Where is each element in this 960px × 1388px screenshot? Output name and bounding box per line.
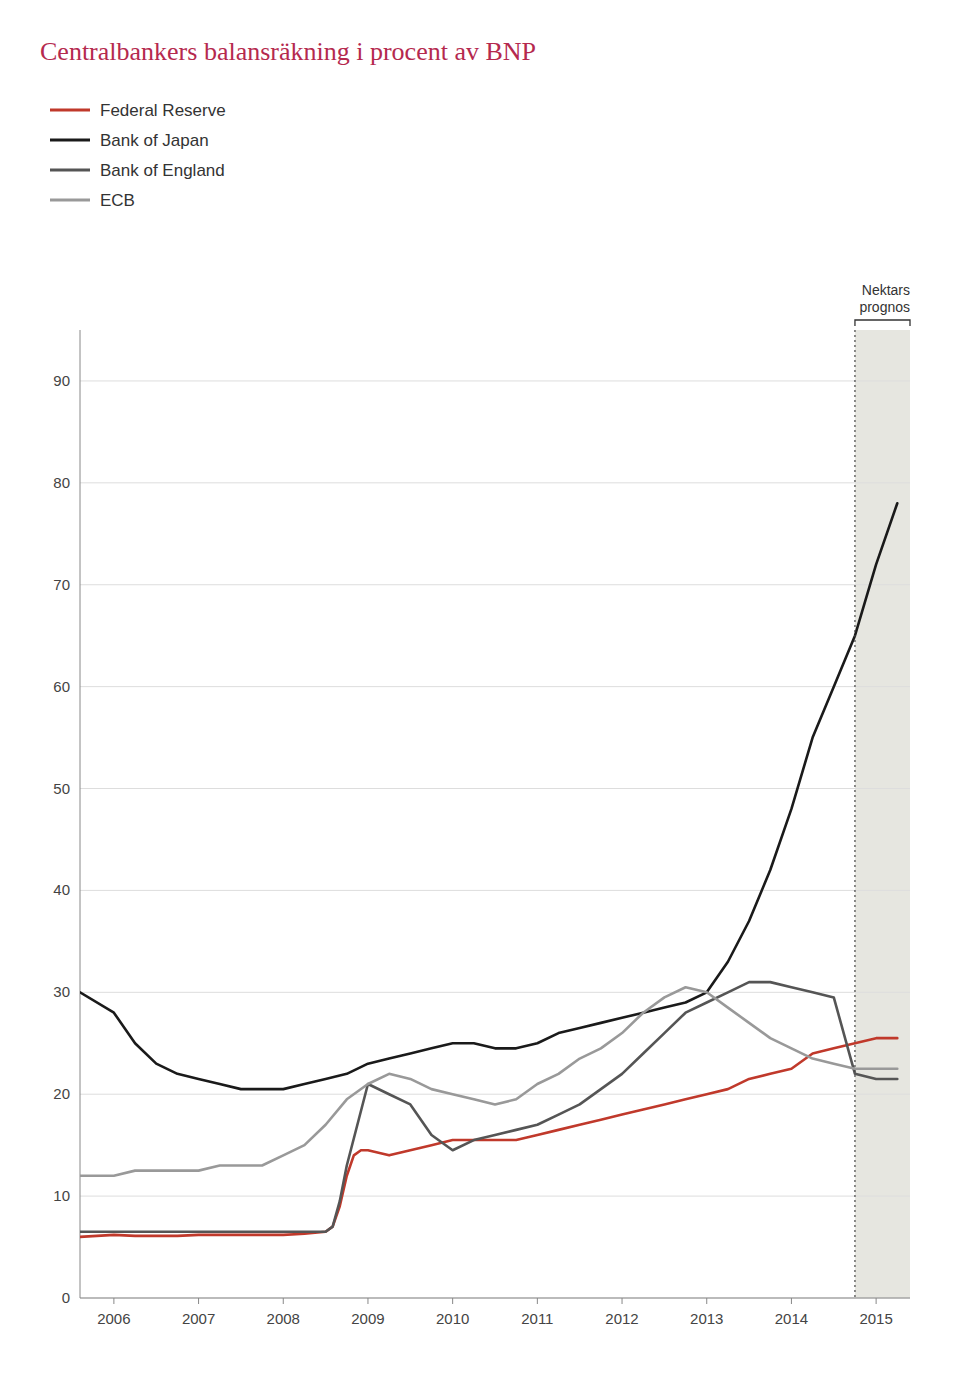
plot-background [80,330,910,1298]
legend-swatch [50,169,90,172]
x-tick-label: 2008 [267,1310,300,1327]
legend-label: Bank of Japan [100,131,209,150]
y-grid-line [80,788,910,789]
x-tick-label: 2014 [775,1310,808,1327]
x-axis-line [80,1298,910,1299]
forecast-bracket [855,320,910,326]
x-tick [622,1298,623,1304]
x-tick [876,1298,877,1304]
legend: Federal Reserve Bank of Japan Bank of Engl… [50,101,226,210]
x-tick [452,1298,453,1304]
legend-label: Bank of England [100,161,225,180]
y-axis: 0 10 20 30 40 50 60 70 80 90 [53,372,910,1306]
x-tick [537,1298,538,1304]
legend-swatch [50,199,90,202]
x-tick-label: 2007 [182,1310,215,1327]
y-tick-label: 90 [53,372,70,389]
series-line [80,987,897,1176]
y-tick-label: 20 [53,1085,70,1102]
x-tick [198,1298,199,1304]
x-tick [791,1298,792,1304]
y-tick-label: 60 [53,678,70,695]
y-tick-label: 70 [53,576,70,593]
annotation-line: prognos [859,299,910,315]
y-grid-line [80,890,910,891]
x-tick [113,1298,114,1304]
x-tick [367,1298,368,1304]
y-tick-label: 80 [53,474,70,491]
x-tick-label: 2011 [521,1310,553,1327]
x-tick-label: 2010 [436,1310,469,1327]
y-tick-label: 50 [53,780,70,797]
y-grid-line [80,584,910,585]
legend-label: Federal Reserve [100,101,226,120]
legend-swatch [50,109,90,112]
x-tick-label: 2009 [351,1310,384,1327]
legend-label: ECB [100,191,135,210]
x-tick-label: 2013 [690,1310,723,1327]
chart-svg: Centralbankers balansräkning i procent a… [0,0,960,1388]
series-line [80,503,897,1089]
y-grid-line [80,1094,910,1095]
y-grid-line [80,380,910,381]
y-grid-line [80,992,910,993]
x-tick-label: 2015 [859,1310,892,1327]
annotation-line: Nektars [862,282,910,298]
y-grid-line [80,1298,910,1299]
y-grid-line [80,686,910,687]
y-axis-line [80,330,81,1298]
y-grid-line [80,1196,910,1197]
forecast-annotation: Nektarsprognos [859,282,910,315]
x-axis: 2006 2007 2008 2009 2010 2011 2012 2013 2014 2015 [97,1298,893,1327]
x-tick [706,1298,707,1304]
chart-title: Centralbankers balansräkning i procent a… [40,37,536,66]
y-tick-label: 0 [62,1289,70,1306]
forecast-start-line [854,330,855,1298]
x-tick-label: 2012 [605,1310,638,1327]
y-tick-label: 30 [53,983,70,1000]
forecast-region [855,330,910,1298]
legend-swatch [50,139,90,142]
y-tick-label: 40 [53,881,70,898]
x-tick [283,1298,284,1304]
forecast-group [855,330,910,1298]
series-group [80,503,897,1237]
y-grid-line [80,482,910,483]
chart-container: Centralbankers balansräkning i procent a… [0,0,960,1388]
series-line [80,982,897,1232]
x-tick-label: 2006 [97,1310,130,1327]
y-tick-label: 10 [53,1187,70,1204]
